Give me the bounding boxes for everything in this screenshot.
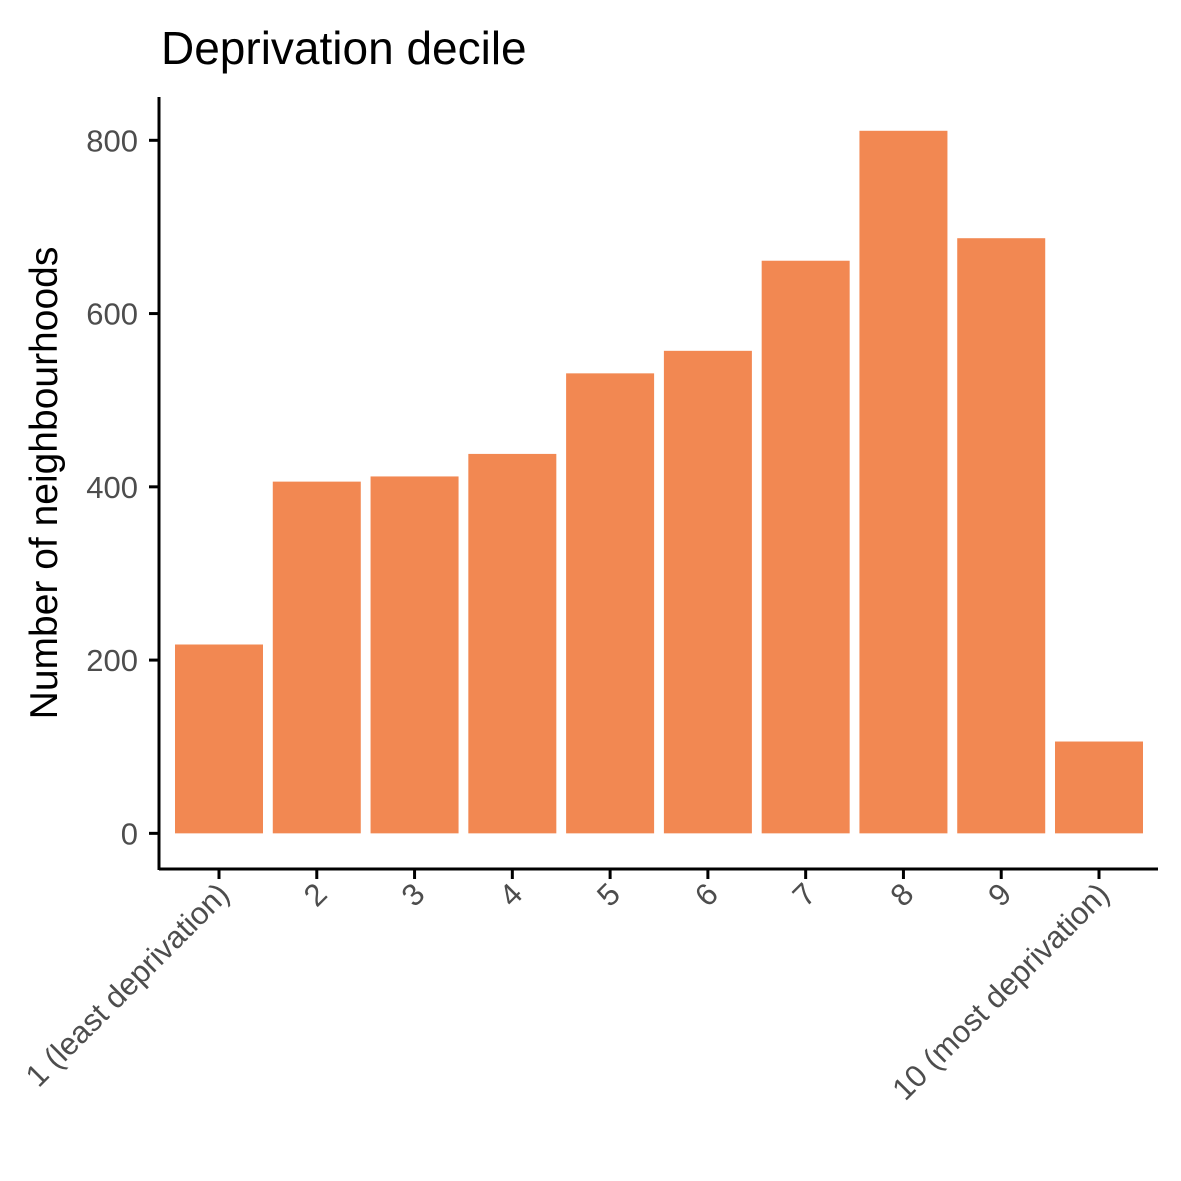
x-tick-label-5: 5 (590, 876, 627, 913)
y-tick-label-400: 400 (86, 470, 138, 505)
y-tick-label-200: 200 (86, 643, 138, 678)
y-tick-label-0: 0 (121, 816, 138, 851)
x-tick-label-9: 9 (981, 876, 1018, 913)
bar-4 (468, 453, 557, 834)
y-tick-label-600: 600 (86, 297, 138, 332)
x-tick-label-10: 10 (most deprivation) (885, 876, 1116, 1107)
y-axis-label: Number of neighbourhoods (23, 247, 66, 720)
x-tick-label-2: 2 (297, 876, 334, 913)
chart-title: Deprivation decile (161, 22, 527, 74)
bar-10 (1055, 741, 1143, 834)
bar-9 (957, 238, 1046, 834)
bar-3 (370, 476, 459, 834)
bars-group (175, 130, 1143, 834)
bar-7 (761, 260, 850, 834)
x-tick-label-1: 1 (least deprivation) (19, 876, 236, 1093)
bar-1 (175, 644, 263, 834)
y-axis: 0 200 400 600 800 (86, 97, 161, 870)
x-tick-label-4: 4 (492, 876, 529, 913)
bar-8 (859, 130, 948, 834)
x-axis: 1 (least deprivation) 2 3 4 5 6 7 8 910 (most de… (19, 867, 1158, 1107)
y-tick-label-800: 800 (86, 123, 138, 158)
bar-2 (272, 481, 361, 834)
bar-6 (663, 350, 752, 834)
bar-5 (566, 373, 655, 834)
x-tick-label-3: 3 (395, 876, 432, 913)
x-tick-label-7: 7 (786, 876, 823, 913)
x-tick-label-6: 6 (688, 876, 725, 913)
x-tick-label-8: 8 (883, 876, 920, 913)
